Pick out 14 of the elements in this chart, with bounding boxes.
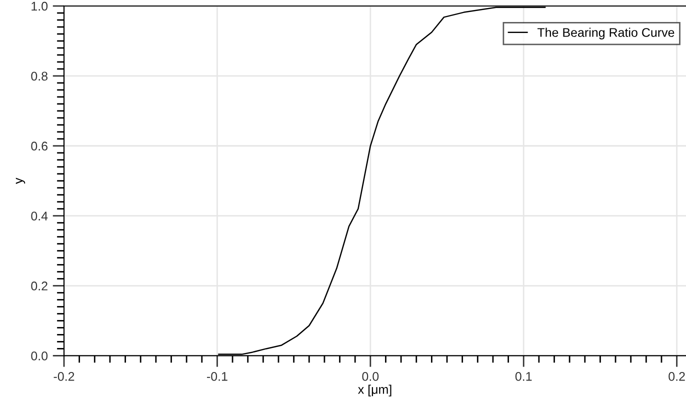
y-axis-title: y xyxy=(16,178,26,184)
y-tick-label: 0.8 xyxy=(31,72,48,81)
x-tick-label: 0.1 xyxy=(515,372,532,381)
y-tick-label: 0.2 xyxy=(31,282,48,290)
x-tick-label: 0.2 xyxy=(668,372,685,381)
x-tick-label: -0.1 xyxy=(206,372,228,381)
y-tick-label: 0.4 xyxy=(31,212,48,220)
x-tick-label: -0.2 xyxy=(54,372,74,381)
legend-label: The Bearing Ratio Curve xyxy=(537,28,674,40)
x-axis-title: x [μm] xyxy=(358,384,392,396)
y-tick-label: 1.0 xyxy=(32,2,48,11)
x-tick-label: 0.0 xyxy=(362,372,379,381)
y-tick-label: 0.6 xyxy=(31,142,48,151)
y-tick-label: 0.0 xyxy=(31,352,48,360)
